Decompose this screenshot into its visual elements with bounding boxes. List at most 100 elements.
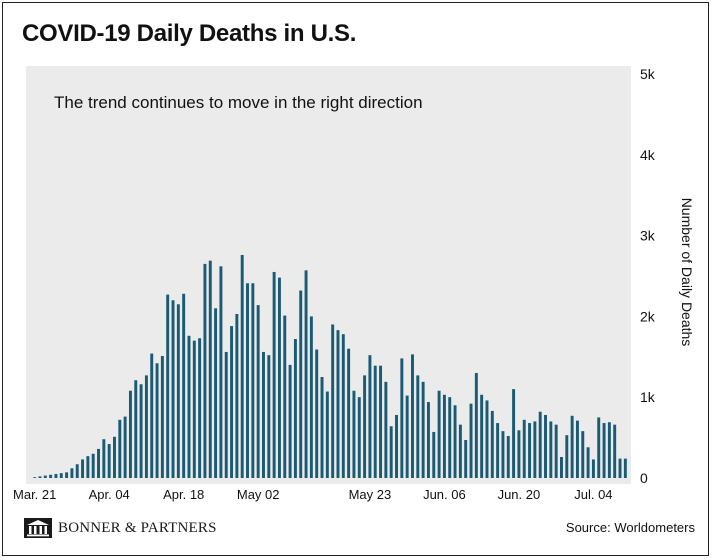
- bar: [437, 390, 441, 478]
- bar: [501, 431, 505, 478]
- bar: [613, 424, 617, 478]
- bar: [123, 416, 127, 478]
- bar: [395, 414, 398, 478]
- bar: [192, 340, 196, 478]
- bar: [75, 464, 79, 478]
- bar: [144, 375, 148, 478]
- bar: [107, 444, 111, 478]
- y-tick-label: 5k: [640, 66, 656, 82]
- bar: [214, 308, 218, 478]
- bar: [118, 419, 122, 478]
- bar: [512, 389, 516, 478]
- bar: [256, 305, 260, 478]
- bar: [506, 435, 510, 478]
- bar: [384, 381, 388, 478]
- bar: [570, 415, 574, 478]
- brand-name: BONNER & PARTNERS: [58, 519, 217, 536]
- bar: [54, 473, 58, 478]
- bar: [208, 260, 212, 478]
- bar: [86, 456, 90, 478]
- x-tick-label: Jun. 20: [498, 487, 541, 502]
- bar: [299, 290, 303, 478]
- bar: [150, 353, 154, 478]
- bar: [134, 380, 138, 478]
- bar: [224, 351, 228, 478]
- bar: [560, 456, 563, 478]
- bar: [528, 423, 532, 478]
- bar: [38, 476, 42, 478]
- bar: [128, 390, 132, 478]
- bar: [166, 294, 170, 478]
- bar: [618, 458, 622, 478]
- y-tick-label: 3k: [640, 228, 656, 244]
- bar: [283, 315, 287, 478]
- bar: [623, 458, 627, 478]
- bar: [91, 453, 95, 478]
- bar: [43, 475, 47, 478]
- bar: [549, 421, 553, 478]
- bar: [432, 431, 436, 478]
- bar: [474, 372, 478, 478]
- x-tick-label: Mar. 21: [13, 487, 56, 502]
- bar: [591, 459, 595, 478]
- bar: [33, 477, 37, 478]
- bar: [160, 355, 164, 478]
- bar: [235, 313, 239, 478]
- bar: [400, 358, 404, 478]
- bar: [293, 339, 297, 478]
- bar: [176, 304, 180, 478]
- bar: [554, 424, 558, 478]
- chart-title: COVID-19 Daily Deaths in U.S.: [22, 20, 357, 47]
- bar: [373, 365, 377, 478]
- bar: [538, 411, 542, 478]
- chart-subtitle: The trend continues to move in the right…: [54, 93, 423, 112]
- x-tick-label: Apr. 04: [89, 487, 130, 502]
- bank-building-icon: [24, 518, 52, 538]
- bar: [59, 473, 63, 478]
- bar: [602, 423, 606, 478]
- bar: [272, 271, 276, 478]
- bar: [517, 430, 521, 478]
- bar: [389, 426, 393, 478]
- brand-logo: BONNER & PARTNERS: [24, 518, 217, 538]
- x-tick-label: May 23: [349, 487, 392, 502]
- bar: [277, 277, 281, 478]
- bar: [490, 410, 494, 478]
- bar: [65, 472, 69, 478]
- bar: [448, 397, 452, 478]
- bar: [315, 349, 319, 478]
- bar: [288, 364, 292, 478]
- bar: [347, 348, 351, 478]
- bar: [421, 381, 425, 478]
- bar: [171, 300, 175, 478]
- x-tick-label: Apr. 18: [163, 487, 204, 502]
- bar: [49, 474, 53, 478]
- bar: [230, 326, 234, 478]
- bar: [240, 254, 244, 478]
- x-tick-label: Jul. 04: [574, 487, 612, 502]
- bar: [139, 384, 143, 478]
- bar: [219, 266, 223, 478]
- bar: [426, 402, 430, 478]
- bar: [81, 459, 85, 478]
- bar: [341, 334, 345, 478]
- bar: [453, 405, 457, 478]
- bar: [320, 377, 324, 478]
- bar: [458, 424, 462, 478]
- bar: [411, 354, 414, 478]
- bar: [352, 390, 356, 478]
- bar: [304, 270, 308, 478]
- x-tick-label: May 02: [237, 487, 280, 502]
- bar: [251, 283, 255, 478]
- bar: [581, 431, 585, 478]
- bar: [464, 440, 468, 478]
- y-tick-label: 0: [640, 470, 648, 486]
- bar: [575, 420, 579, 478]
- bar: [155, 363, 159, 478]
- bar: [565, 435, 569, 478]
- bar: [544, 414, 547, 478]
- bar: [442, 394, 446, 478]
- bar: [496, 423, 500, 478]
- bar: [469, 403, 473, 478]
